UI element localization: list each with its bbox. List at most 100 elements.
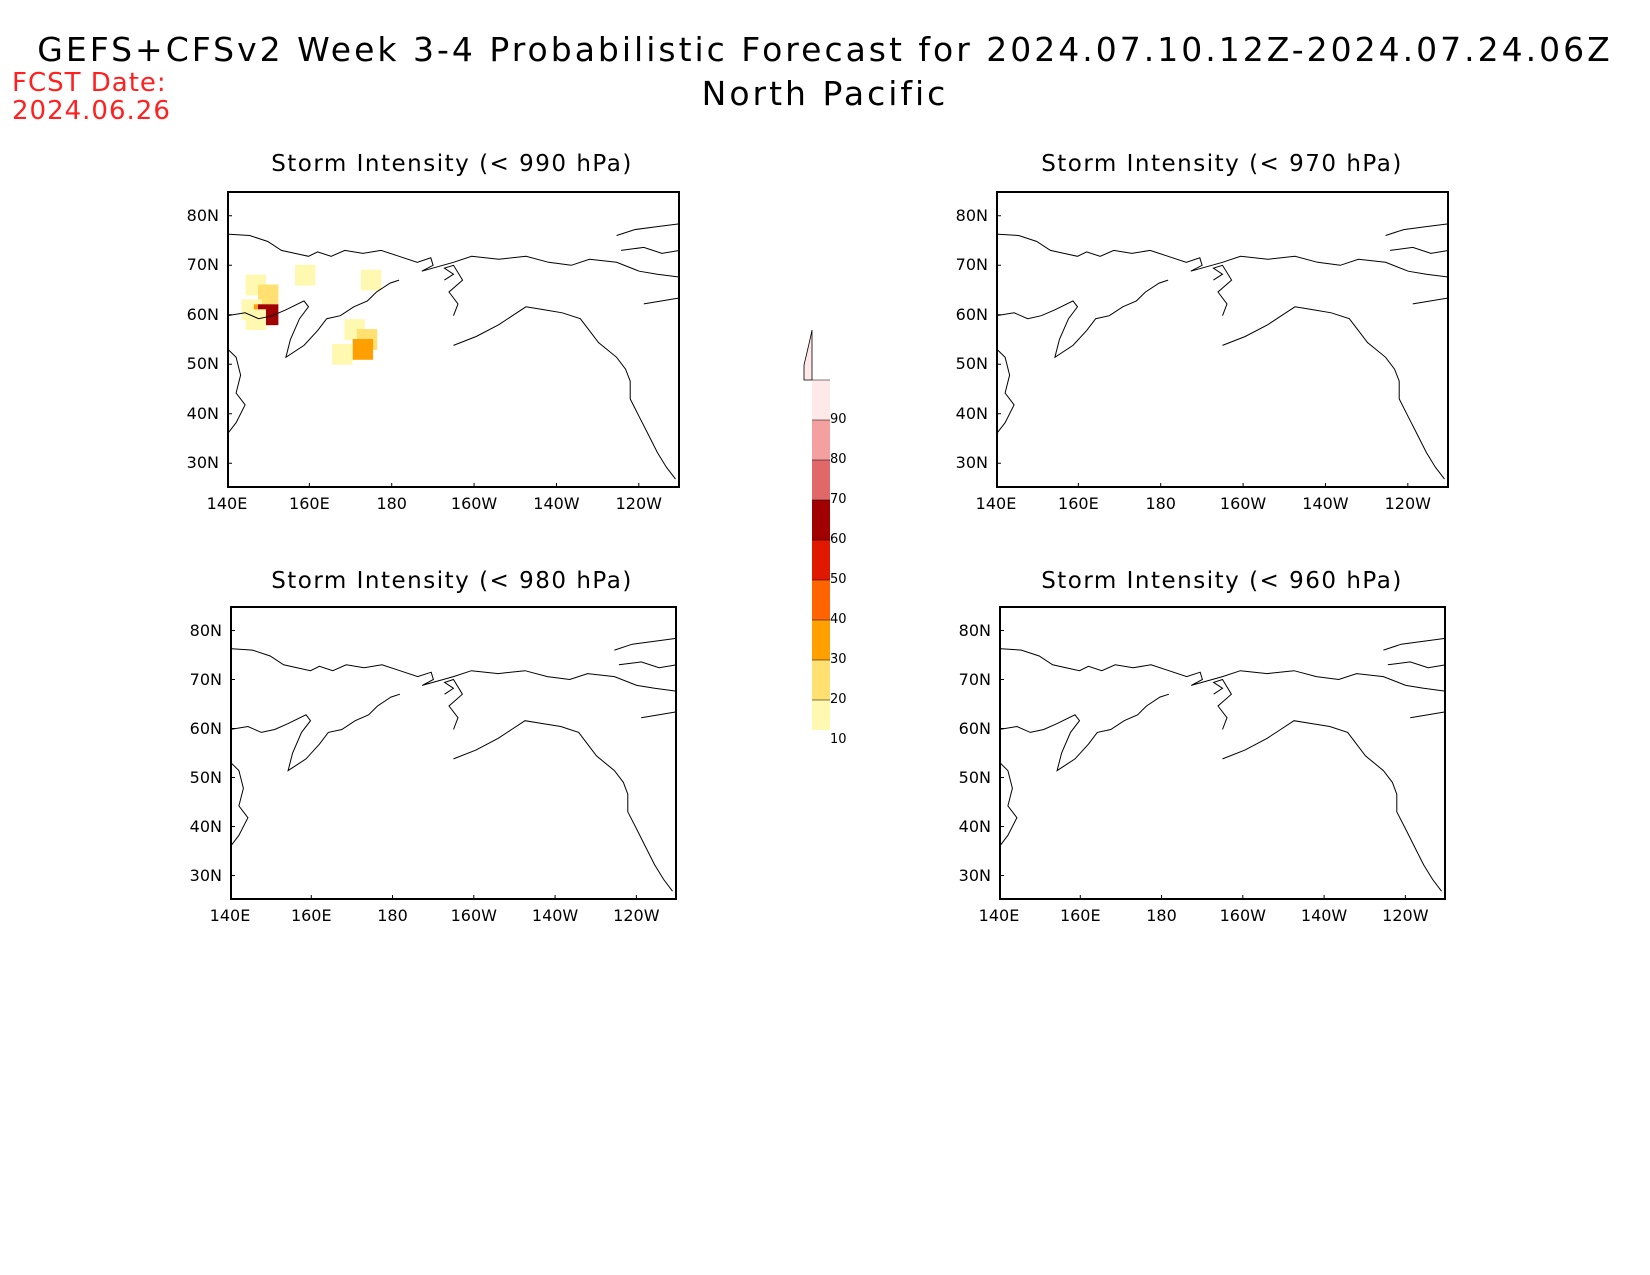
fcst-date-label: FCST Date: [12,68,167,98]
coastline-7 [1410,711,1446,719]
coastline-4 [1212,264,1233,316]
lat-tick-label: 30N [186,453,219,473]
lon-tick-label: 120W [1384,494,1431,513]
lat-tick-label: 30N [958,865,991,885]
colorbar-segment [812,700,830,730]
coastline-7 [641,711,677,719]
panel-title-p960: Storm Intensity (< 960 hPa) [1041,568,1403,594]
lat-tick-label: 40N [186,403,219,423]
coastline-6 [621,246,680,254]
colorbar-segment [812,580,830,620]
colorbar-segment [812,620,830,660]
colorbar-label: 90 [830,412,847,427]
coastline-2 [1222,306,1445,480]
coastline-1 [996,279,1169,359]
prob-cell-9 [352,339,374,360]
colorbar-label: 40 [830,612,847,627]
lon-tick-label: 140W [1300,906,1348,925]
main-title: GEFS+CFSv2 Week 3-4 Probabilistic Foreca… [37,30,1613,69]
lat-tick-label: 70N [189,669,222,689]
lon-tick-label: 180 [376,494,407,513]
lat-tick-label: 70N [186,255,219,275]
colorbar-label: 20 [830,692,847,707]
prob-cell-10 [332,343,353,365]
prob-cell-6 [295,264,316,286]
coastline-1 [227,279,400,359]
coastline-2 [453,306,676,480]
lon-tick-label: 160E [289,494,330,513]
colorbar-segment [812,380,830,420]
coastline-1 [230,693,401,772]
coastline-4 [443,678,464,730]
colorbar-label: 70 [830,492,847,507]
lon-tick-label: 160W [1219,906,1266,925]
map-panel-p960 [999,606,1446,900]
lon-tick-label: 160W [450,494,498,513]
map-panel-p980 [230,606,677,900]
colorbar-segment [812,500,830,540]
lon-tick-label: 160E [290,906,332,925]
coastline-5 [1385,223,1449,236]
prob-cell-5 [245,309,267,331]
lat-tick-label: 60N [189,718,222,738]
colorbar-label: 60 [830,532,847,547]
colorbar-segment [812,460,830,500]
lat-tick-label: 50N [955,354,988,374]
lon-tick-label: 160W [450,906,497,925]
lat-tick-label: 80N [186,205,219,225]
lat-tick-label: 30N [955,453,988,473]
prob-cell-1 [257,284,279,306]
lon-tick-label: 140E [975,494,1017,513]
map-panel-p970 [996,191,1449,488]
colorbar-label: 50 [830,572,847,587]
lat-tick-label: 60N [186,304,219,324]
coastline-3 [999,761,1018,848]
lat-tick-label: 50N [958,767,991,787]
map-frame [227,191,680,488]
prob-cell-11 [360,269,382,291]
lon-tick-label: 160E [1059,906,1101,925]
lon-tick-label: 180 [1145,494,1176,513]
lat-tick-label: 40N [189,816,222,836]
lon-tick-label: 140E [209,906,251,925]
coastline-1 [999,693,1170,772]
map-frame [996,191,1449,488]
panel-title-p970: Storm Intensity (< 970 hPa) [1041,151,1403,177]
lon-tick-label: 160E [1058,494,1099,513]
lat-tick-label: 80N [955,205,988,225]
lon-tick-label: 180 [1146,906,1177,925]
coastline-3 [230,761,249,848]
coastline-6 [1390,246,1449,254]
lat-tick-label: 40N [955,403,988,423]
map-panel-p990 [227,191,680,488]
colorbar-segment [812,540,830,580]
lat-tick-label: 80N [958,620,991,640]
lon-tick-label: 140W [533,494,580,513]
coastline-7 [1412,297,1449,305]
colorbar-segment [812,660,830,700]
colorbar-label: 10 [830,732,847,747]
lat-tick-label: 30N [189,865,222,885]
lon-tick-label: 160W [1219,494,1267,513]
coastline-0 [230,648,677,692]
map-frame [230,606,677,900]
coastline-6 [618,661,677,669]
coastline-0 [999,648,1446,692]
coastline-2 [1222,720,1442,892]
lat-tick-label: 60N [955,304,988,324]
lat-tick-label: 40N [958,816,991,836]
lat-tick-label: 50N [189,767,222,787]
lon-tick-label: 120W [615,494,662,513]
lat-tick-label: 70N [958,669,991,689]
lat-tick-label: 70N [955,255,988,275]
colorbar-label: 30 [830,652,847,667]
coastline-2 [453,720,673,892]
coastline-5 [1383,637,1446,651]
coastline-0 [227,233,680,278]
lat-tick-label: 60N [958,718,991,738]
lon-tick-label: 140W [531,906,579,925]
panel-title-p990: Storm Intensity (< 990 hPa) [271,151,633,177]
coastline-4 [443,264,464,316]
coastline-3 [227,348,246,435]
coastline-7 [643,297,680,305]
